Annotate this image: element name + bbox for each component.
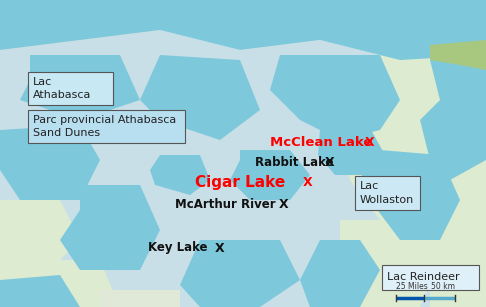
Bar	[100, 290, 180, 307]
Polygon shape	[430, 40, 486, 70]
Text: Lac
Athabasca: Lac Athabasca	[33, 77, 91, 100]
Text: McArthur River: McArthur River	[175, 199, 276, 212]
Text: 50 km: 50 km	[431, 282, 455, 291]
Text: X: X	[215, 242, 225, 255]
Polygon shape	[20, 55, 140, 120]
Text: X: X	[365, 137, 375, 150]
Polygon shape	[320, 220, 440, 307]
Bar	[355, 176, 420, 210]
Text: 25 Miles: 25 Miles	[396, 282, 428, 291]
Polygon shape	[270, 55, 400, 140]
Polygon shape	[340, 55, 460, 220]
Polygon shape	[318, 128, 385, 175]
Text: X: X	[325, 156, 335, 169]
Polygon shape	[360, 150, 460, 240]
Bar	[28, 72, 113, 105]
Polygon shape	[0, 260, 120, 307]
Polygon shape	[150, 155, 210, 195]
Polygon shape	[300, 240, 380, 307]
Polygon shape	[0, 200, 80, 280]
Text: X: X	[279, 199, 289, 212]
Polygon shape	[0, 0, 160, 50]
Text: Parc provincial Athabasca
Sand Dunes: Parc provincial Athabasca Sand Dunes	[33, 115, 176, 138]
Text: X: X	[303, 177, 312, 189]
Polygon shape	[430, 0, 486, 307]
Text: Lac
Wollaston: Lac Wollaston	[360, 181, 414, 204]
Polygon shape	[160, 0, 486, 60]
Text: Rabbit Lake: Rabbit Lake	[255, 156, 333, 169]
Polygon shape	[0, 275, 80, 307]
Text: Lac Reindeer: Lac Reindeer	[387, 273, 460, 282]
Bar	[28, 110, 185, 143]
Polygon shape	[230, 150, 310, 200]
Text: Cigar Lake: Cigar Lake	[195, 176, 285, 191]
Polygon shape	[0, 0, 486, 60]
Polygon shape	[60, 185, 160, 270]
Bar	[382, 265, 479, 290]
Text: McClean Lake: McClean Lake	[270, 137, 372, 150]
Polygon shape	[0, 125, 100, 200]
Polygon shape	[420, 55, 486, 180]
Text: Key Lake: Key Lake	[148, 242, 208, 255]
Polygon shape	[140, 55, 260, 140]
Polygon shape	[180, 240, 300, 307]
